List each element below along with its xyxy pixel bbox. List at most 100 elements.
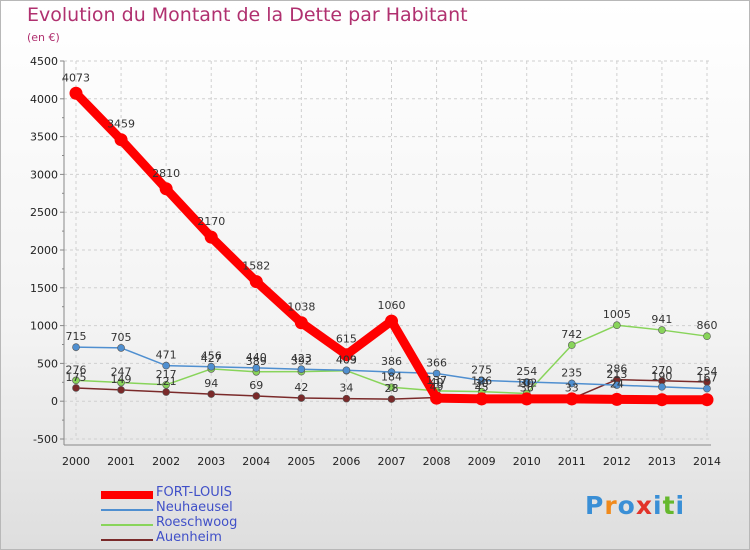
data-label: 705 — [111, 331, 132, 344]
data-point — [700, 393, 714, 407]
data-point — [342, 366, 351, 375]
data-point — [162, 388, 170, 396]
data-label: 254 — [516, 365, 537, 378]
data-point — [207, 362, 216, 371]
data-label: 69 — [249, 379, 263, 392]
data-point — [297, 394, 306, 402]
data-point — [342, 394, 351, 403]
data-point — [567, 379, 576, 388]
data-point — [387, 395, 396, 403]
legend-label: FORT-LOUIS — [156, 485, 232, 500]
data-label: 49 — [430, 380, 444, 393]
x-tick-label: 2012 — [603, 455, 631, 468]
logo-letter: i — [653, 491, 663, 520]
data-point — [475, 392, 489, 406]
legend-swatch — [101, 524, 153, 526]
x-tick-label: 2010 — [513, 455, 541, 468]
series-lines — [69, 86, 714, 407]
y-tick-label: 3000 — [30, 168, 58, 181]
data-point — [159, 182, 173, 196]
data-label: 456 — [201, 350, 222, 363]
data-label: 30 — [520, 377, 534, 390]
y-tick-label: 1000 — [30, 320, 58, 333]
data-label: 126 — [471, 375, 492, 388]
data-label: 471 — [156, 349, 177, 362]
data-point — [385, 314, 398, 328]
data-label: 427 — [201, 352, 222, 365]
data-label: 235 — [561, 366, 582, 379]
x-tick-label: 2008 — [423, 455, 451, 468]
data-point — [432, 369, 441, 378]
x-tick-label: 2007 — [378, 455, 406, 468]
logo-letter: r — [604, 491, 618, 520]
data-label: 167 — [697, 372, 718, 385]
legend-swatch — [101, 491, 153, 499]
data-label: 190 — [651, 370, 672, 383]
data-point — [520, 392, 534, 406]
legend-swatch — [101, 539, 153, 541]
data-label: 40 — [430, 376, 444, 389]
data-point — [294, 316, 308, 330]
data-point — [613, 321, 621, 330]
data-label: 392 — [291, 355, 312, 368]
data-labels: 175 149 121 94 69 42 34 28 49 45 36 33 286 270 254 276 2… — [62, 71, 718, 395]
data-point — [72, 384, 80, 392]
data-label: 1038 — [287, 301, 315, 314]
data-label: 42 — [294, 381, 308, 394]
axes: -500 0 500 1000 1500 2000 2500 3000 3500 4000 4500… — [30, 55, 721, 468]
data-point — [567, 341, 576, 349]
data-point — [114, 133, 128, 147]
logo-letter: P — [585, 491, 605, 520]
chart-subtitle: (en €) — [27, 31, 60, 44]
data-point — [162, 361, 170, 370]
data-label: 742 — [561, 328, 582, 341]
y-tick-label: 4000 — [30, 93, 58, 106]
data-point — [387, 383, 396, 392]
data-point — [387, 368, 396, 376]
data-point — [658, 326, 666, 334]
data-point — [117, 378, 125, 387]
data-label: 184 — [381, 370, 402, 383]
y-tick-label: -500 — [33, 433, 58, 446]
data-label: 36 — [520, 381, 534, 394]
data-label: 270 — [651, 364, 672, 377]
x-tick-label: 2009 — [468, 455, 496, 468]
data-label: 94 — [204, 377, 218, 390]
y-tick-label: 500 — [37, 357, 58, 370]
data-label: 28 — [385, 382, 399, 395]
data-label: 276 — [66, 363, 87, 376]
grid-lines — [64, 60, 711, 440]
data-point — [339, 348, 353, 362]
data-point — [72, 376, 80, 385]
data-label: 386 — [381, 355, 402, 368]
data-label: 34 — [339, 382, 353, 395]
data-point — [613, 381, 621, 389]
data-label: 409 — [336, 353, 357, 366]
data-point — [117, 344, 125, 352]
data-label: 941 — [651, 313, 672, 326]
data-point — [249, 275, 263, 289]
data-point — [207, 390, 216, 398]
data-label: 3459 — [107, 118, 135, 131]
data-point — [565, 392, 579, 406]
data-label: 4073 — [62, 71, 90, 84]
data-label: 715 — [66, 330, 87, 343]
data-label: 247 — [111, 366, 132, 379]
data-label: 121 — [156, 375, 177, 388]
data-label: 403 — [336, 354, 357, 367]
x-tick-label: 2005 — [287, 455, 315, 468]
data-point — [658, 383, 666, 391]
y-tick-label: 4500 — [30, 55, 58, 68]
data-point — [162, 380, 170, 389]
data-label: 1060 — [378, 299, 406, 312]
data-point — [477, 376, 486, 385]
data-label: 175 — [66, 371, 87, 384]
data-point — [117, 386, 125, 394]
data-point — [655, 393, 669, 407]
data-label: 213 — [606, 368, 627, 381]
x-tick-label: 2006 — [332, 455, 360, 468]
data-label: 254 — [697, 365, 718, 378]
data-point — [703, 332, 711, 340]
